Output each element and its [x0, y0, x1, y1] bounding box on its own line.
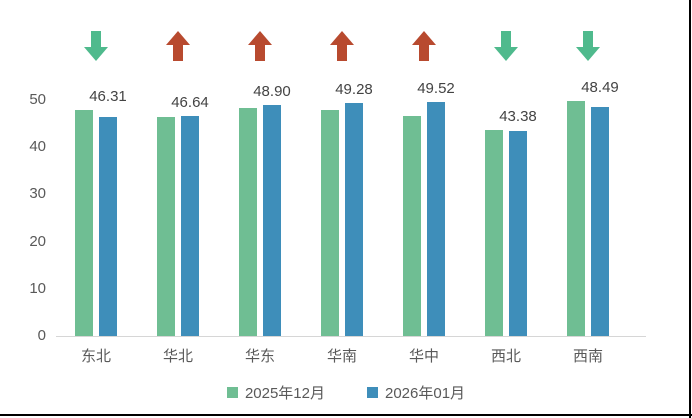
bar-prev-month: [157, 116, 175, 336]
bar-curr-month: [509, 131, 527, 336]
bar-prev-month: [567, 101, 585, 336]
value-label: 48.90: [253, 83, 291, 101]
value-label: 48.49: [581, 79, 619, 97]
category-label: 华南: [326, 348, 357, 365]
y-tick-label: 20: [29, 232, 46, 250]
bar-curr-month: [591, 107, 609, 336]
legend: 2025年12月 2026年01月: [0, 382, 692, 403]
category-label: 东北: [80, 348, 111, 365]
trend-down-arrow-icon: [576, 31, 600, 61]
value-label: 43.38: [499, 108, 537, 126]
category-label: 华东: [244, 348, 275, 365]
legend-swatch-icon: [226, 387, 238, 398]
x-axis-line: [56, 336, 646, 337]
legend-item: 2025年12月: [226, 382, 325, 403]
legend-label: 2025年12月: [244, 385, 325, 402]
trend-down-arrow-icon: [84, 31, 108, 61]
trend-down-arrow-icon: [494, 31, 518, 61]
y-tick-label: 40: [29, 138, 46, 156]
bar-curr-month: [181, 115, 199, 336]
bar-curr-month: [99, 117, 117, 336]
value-label: 49.28: [335, 81, 373, 99]
trend-up-arrow-icon: [412, 31, 436, 61]
category-label: 华北: [162, 348, 193, 365]
page-border-right: [689, 0, 691, 418]
bar-prev-month: [75, 110, 93, 336]
legend-item: 2026年01月: [367, 382, 465, 403]
y-tick-label: 10: [29, 279, 46, 297]
value-label: 46.64: [171, 93, 209, 111]
bar-curr-month: [427, 102, 445, 336]
bar-curr-month: [345, 103, 363, 336]
trend-up-arrow-icon: [166, 31, 190, 61]
trend-up-arrow-icon: [248, 31, 272, 61]
category-label: 华中: [408, 348, 439, 365]
legend-label: 2026年01月: [385, 385, 466, 402]
bar-prev-month: [321, 109, 339, 336]
value-label: 49.52: [417, 80, 455, 98]
y-tick-label: 0: [37, 327, 46, 344]
category-label: 西北: [490, 348, 521, 365]
bar-prev-month: [239, 108, 257, 336]
bar-prev-month: [403, 116, 421, 336]
page-border-bottom: [0, 414, 692, 416]
category-label: 西南: [572, 348, 603, 365]
y-tick-label: 30: [29, 185, 46, 203]
legend-swatch-icon: [367, 387, 378, 398]
bar-prev-month: [485, 130, 503, 336]
y-tick-label: 50: [29, 91, 46, 108]
bar-curr-month: [263, 105, 281, 336]
value-label: 46.31: [89, 88, 127, 106]
trend-up-arrow-icon: [330, 31, 354, 61]
